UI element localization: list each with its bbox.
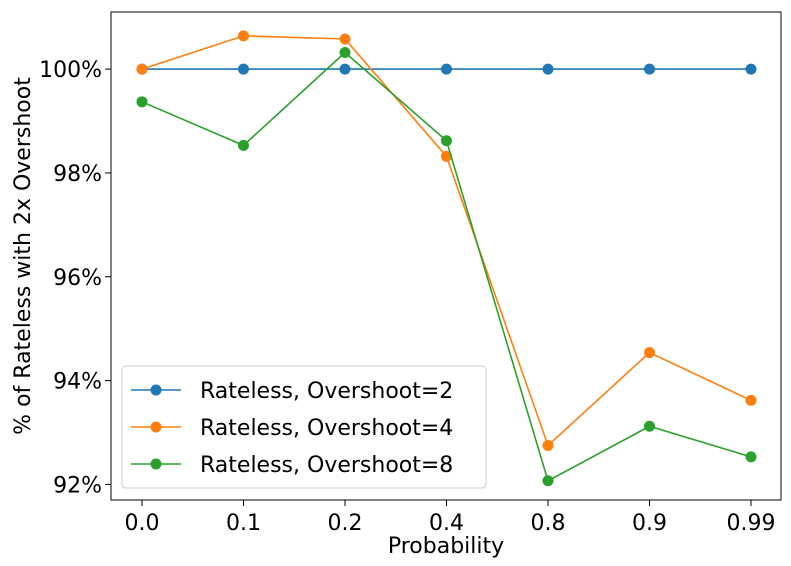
x-axis-label: Probability [388, 534, 504, 559]
data-point [542, 439, 554, 451]
data-point [542, 63, 554, 75]
data-point [644, 347, 655, 359]
data-point [441, 135, 452, 147]
x-tick-label: 0.9 [632, 511, 667, 536]
plot-area [136, 30, 757, 487]
x-tick-label: 0.8 [531, 511, 566, 536]
y-tick-label: 94% [53, 370, 102, 395]
series-3 [136, 46, 757, 487]
data-point [441, 150, 452, 162]
data-point [238, 139, 249, 151]
data-point [238, 63, 249, 75]
x-tick-label: 0.99 [727, 511, 776, 536]
legend-marker [150, 384, 162, 396]
data-point [542, 475, 554, 487]
y-axis-label: % of Rateless with 2x Overshoot [11, 77, 36, 435]
x-tick-label: 0.0 [125, 511, 160, 536]
data-point [339, 46, 351, 58]
data-point [644, 420, 655, 432]
data-point [136, 63, 148, 75]
legend-label: Rateless, Overshoot=2 [200, 379, 453, 404]
legend-marker [150, 421, 162, 433]
y-tick-label: 96% [53, 266, 102, 291]
data-point [745, 63, 757, 75]
y-tick-labels: 92% 94% 96% 98% 100% [39, 58, 102, 498]
data-point [339, 63, 351, 75]
axis-ticks [105, 68, 752, 506]
legend: Rateless, Overshoot=2 Rateless, Overshoot… [121, 365, 487, 489]
data-point [136, 96, 148, 108]
x-tick-label: 0.1 [226, 511, 261, 536]
legend-label: Rateless, Overshoot=4 [200, 416, 453, 441]
series-1 [136, 63, 757, 75]
legend-label: Rateless, Overshoot=8 [200, 453, 453, 478]
legend-marker [150, 458, 162, 470]
y-tick-label: 100% [39, 58, 102, 83]
legend-box [121, 365, 487, 489]
data-point [339, 33, 351, 45]
data-point [745, 394, 757, 406]
y-tick-label: 92% [53, 473, 102, 498]
data-point [745, 451, 757, 463]
plot-frame [110, 11, 782, 501]
x-tick-label: 0.4 [429, 511, 464, 536]
data-point [441, 63, 452, 75]
data-point [644, 63, 655, 75]
data-point [238, 30, 249, 42]
x-tick-labels: 0.0 0.1 0.2 0.4 0.8 0.9 0.99 [125, 511, 776, 536]
series-2 [136, 30, 757, 451]
y-tick-label: 98% [53, 162, 102, 187]
x-tick-label: 0.2 [328, 511, 363, 536]
